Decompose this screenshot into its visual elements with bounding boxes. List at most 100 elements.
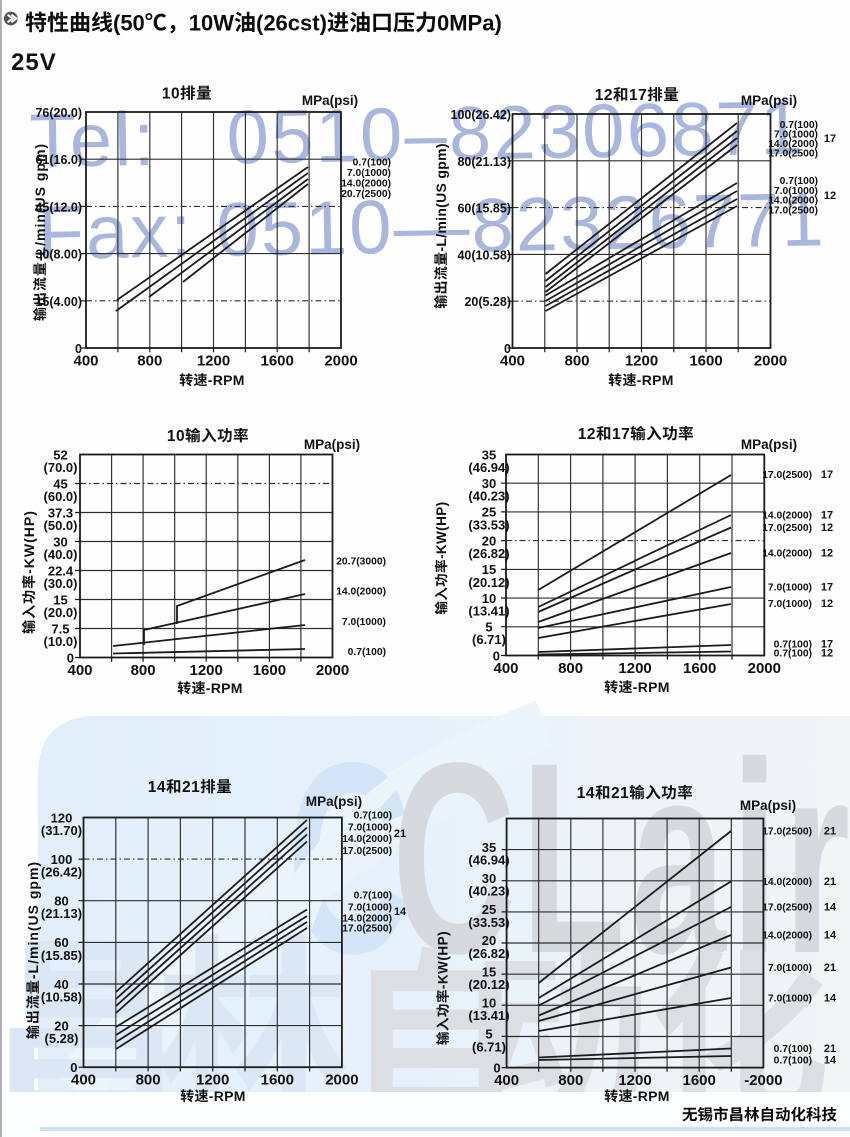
svg-text:(40.0): (40.0) xyxy=(44,547,78,562)
svg-text:61(16.0): 61(16.0) xyxy=(35,153,82,167)
svg-text:-RPM: -RPM xyxy=(637,372,674,388)
svg-text:14.0(2000): 14.0(2000) xyxy=(768,196,818,207)
svg-text:(40.23): (40.23) xyxy=(468,489,509,504)
svg-text:14.0(2000): 14.0(2000) xyxy=(768,139,818,150)
svg-text:20(5.28): 20(5.28) xyxy=(464,295,511,309)
svg-text:-KW(HP): -KW(HP) xyxy=(21,510,37,574)
svg-text:14: 14 xyxy=(824,902,837,914)
svg-text:CLair: CLair xyxy=(392,707,850,1011)
svg-text:45: 45 xyxy=(53,476,67,491)
svg-text:17.0(2500): 17.0(2500) xyxy=(342,924,392,935)
svg-text:40: 40 xyxy=(54,977,68,992)
svg-text:7.0(1000): 7.0(1000) xyxy=(347,168,391,179)
svg-text:0.7(100): 0.7(100) xyxy=(354,811,392,822)
svg-text:Tel: 0510–82306871: Tel: 0510–82306871 xyxy=(29,85,805,184)
svg-text:22.4: 22.4 xyxy=(48,563,74,578)
svg-text:0: 0 xyxy=(493,1061,500,1076)
svg-text:0.7(100): 0.7(100) xyxy=(353,158,391,169)
svg-text:17.0(2500): 17.0(2500) xyxy=(762,470,812,481)
svg-text:12: 12 xyxy=(595,87,613,104)
svg-text:(26.42): (26.42) xyxy=(41,865,82,880)
svg-text:(6.71): (6.71) xyxy=(472,632,506,647)
svg-text:(20.12): (20.12) xyxy=(468,977,509,992)
svg-text:100: 100 xyxy=(51,852,73,867)
svg-text:120: 120 xyxy=(51,810,73,825)
svg-text:14.0(2000): 14.0(2000) xyxy=(762,549,812,560)
svg-text:2000: 2000 xyxy=(324,353,357,370)
svg-text:14: 14 xyxy=(148,779,166,796)
svg-text:(26.82): (26.82) xyxy=(468,546,509,561)
svg-text:(13.41): (13.41) xyxy=(468,1008,509,1023)
svg-text:1200: 1200 xyxy=(190,662,223,679)
svg-text:(46.94): (46.94) xyxy=(468,853,509,868)
svg-text:14.0(2000): 14.0(2000) xyxy=(336,587,386,598)
svg-text:30: 30 xyxy=(53,534,67,549)
svg-text:30: 30 xyxy=(482,871,496,886)
svg-text:7.0(1000): 7.0(1000) xyxy=(768,994,812,1005)
svg-text:80(21.13): 80(21.13) xyxy=(457,155,511,169)
svg-text:21: 21 xyxy=(182,779,200,796)
svg-text:(33.53): (33.53) xyxy=(468,517,509,532)
svg-text:7.0(1000): 7.0(1000) xyxy=(774,130,818,141)
svg-text:1200: 1200 xyxy=(196,1072,229,1089)
svg-text:17: 17 xyxy=(824,133,836,145)
svg-text:30: 30 xyxy=(482,476,496,491)
svg-text:7.0(1000): 7.0(1000) xyxy=(768,963,812,974)
svg-text:25V: 25V xyxy=(11,49,57,76)
svg-text:17: 17 xyxy=(629,87,647,104)
svg-text:17.0(2500): 17.0(2500) xyxy=(768,149,818,160)
svg-text:(26cst): (26cst) xyxy=(256,10,327,35)
svg-text:-L/min(US gpm): -L/min(US gpm) xyxy=(25,861,41,979)
svg-text:800: 800 xyxy=(564,353,589,370)
svg-text:17: 17 xyxy=(821,469,833,481)
svg-text:14: 14 xyxy=(824,1055,837,1067)
svg-text:14.0(2000): 14.0(2000) xyxy=(762,511,812,522)
svg-text:17: 17 xyxy=(612,426,630,443)
svg-text:76(20.0): 76(20.0) xyxy=(35,106,82,120)
svg-text:(46.94): (46.94) xyxy=(468,460,509,475)
svg-text:10: 10 xyxy=(162,86,180,103)
svg-text:35: 35 xyxy=(482,447,496,462)
svg-text:14.0(2000): 14.0(2000) xyxy=(762,877,812,888)
svg-text:0: 0 xyxy=(67,651,74,666)
svg-text:15(4.00): 15(4.00) xyxy=(35,295,82,309)
svg-text:1200: 1200 xyxy=(618,660,651,677)
svg-text:Fax: 0510—82326771: Fax: 0510—82326771 xyxy=(37,177,827,276)
svg-text:-RPM: -RPM xyxy=(633,679,670,695)
svg-text:1600: 1600 xyxy=(253,662,286,679)
svg-text:7.0(1000): 7.0(1000) xyxy=(768,583,812,594)
svg-text:12: 12 xyxy=(821,598,833,610)
svg-text:(13.41): (13.41) xyxy=(468,604,509,619)
svg-text:17: 17 xyxy=(821,639,833,651)
svg-text:-RPM: -RPM xyxy=(206,680,243,696)
svg-text:100(26.42): 100(26.42) xyxy=(451,108,511,122)
svg-text:MPa(psi): MPa(psi) xyxy=(302,93,358,108)
svg-text:800: 800 xyxy=(131,662,156,679)
svg-text:(10.0): (10.0) xyxy=(44,634,78,649)
svg-text:400: 400 xyxy=(67,662,92,679)
svg-text:7.0(1000): 7.0(1000) xyxy=(348,823,392,834)
svg-text:21: 21 xyxy=(824,962,836,974)
svg-text:(5.28): (5.28) xyxy=(45,1031,79,1046)
svg-text:0.7(100): 0.7(100) xyxy=(780,120,818,131)
svg-text:17.0(2500): 17.0(2500) xyxy=(762,827,812,838)
svg-text:17: 17 xyxy=(821,582,833,594)
svg-text:12: 12 xyxy=(824,190,836,202)
svg-text:21: 21 xyxy=(824,1043,836,1055)
svg-text:10: 10 xyxy=(482,591,496,606)
svg-text:17.0(2500): 17.0(2500) xyxy=(342,846,392,857)
svg-text:0.7(100): 0.7(100) xyxy=(774,649,812,660)
svg-text:14: 14 xyxy=(824,930,837,942)
svg-text:15: 15 xyxy=(53,592,67,607)
svg-text:(15.85): (15.85) xyxy=(41,948,82,963)
svg-text:20.7(3000): 20.7(3000) xyxy=(336,557,386,568)
svg-text:25: 25 xyxy=(482,505,496,520)
svg-text:1600: 1600 xyxy=(689,353,722,370)
svg-text:35: 35 xyxy=(482,840,496,855)
svg-text:MPa(psi): MPa(psi) xyxy=(741,437,797,452)
svg-text:5: 5 xyxy=(485,620,492,635)
svg-text:5: 5 xyxy=(485,1027,492,1042)
svg-text:1600: 1600 xyxy=(261,1072,294,1089)
svg-text:-RPM: -RPM xyxy=(209,1088,246,1104)
svg-text:20: 20 xyxy=(482,533,496,548)
